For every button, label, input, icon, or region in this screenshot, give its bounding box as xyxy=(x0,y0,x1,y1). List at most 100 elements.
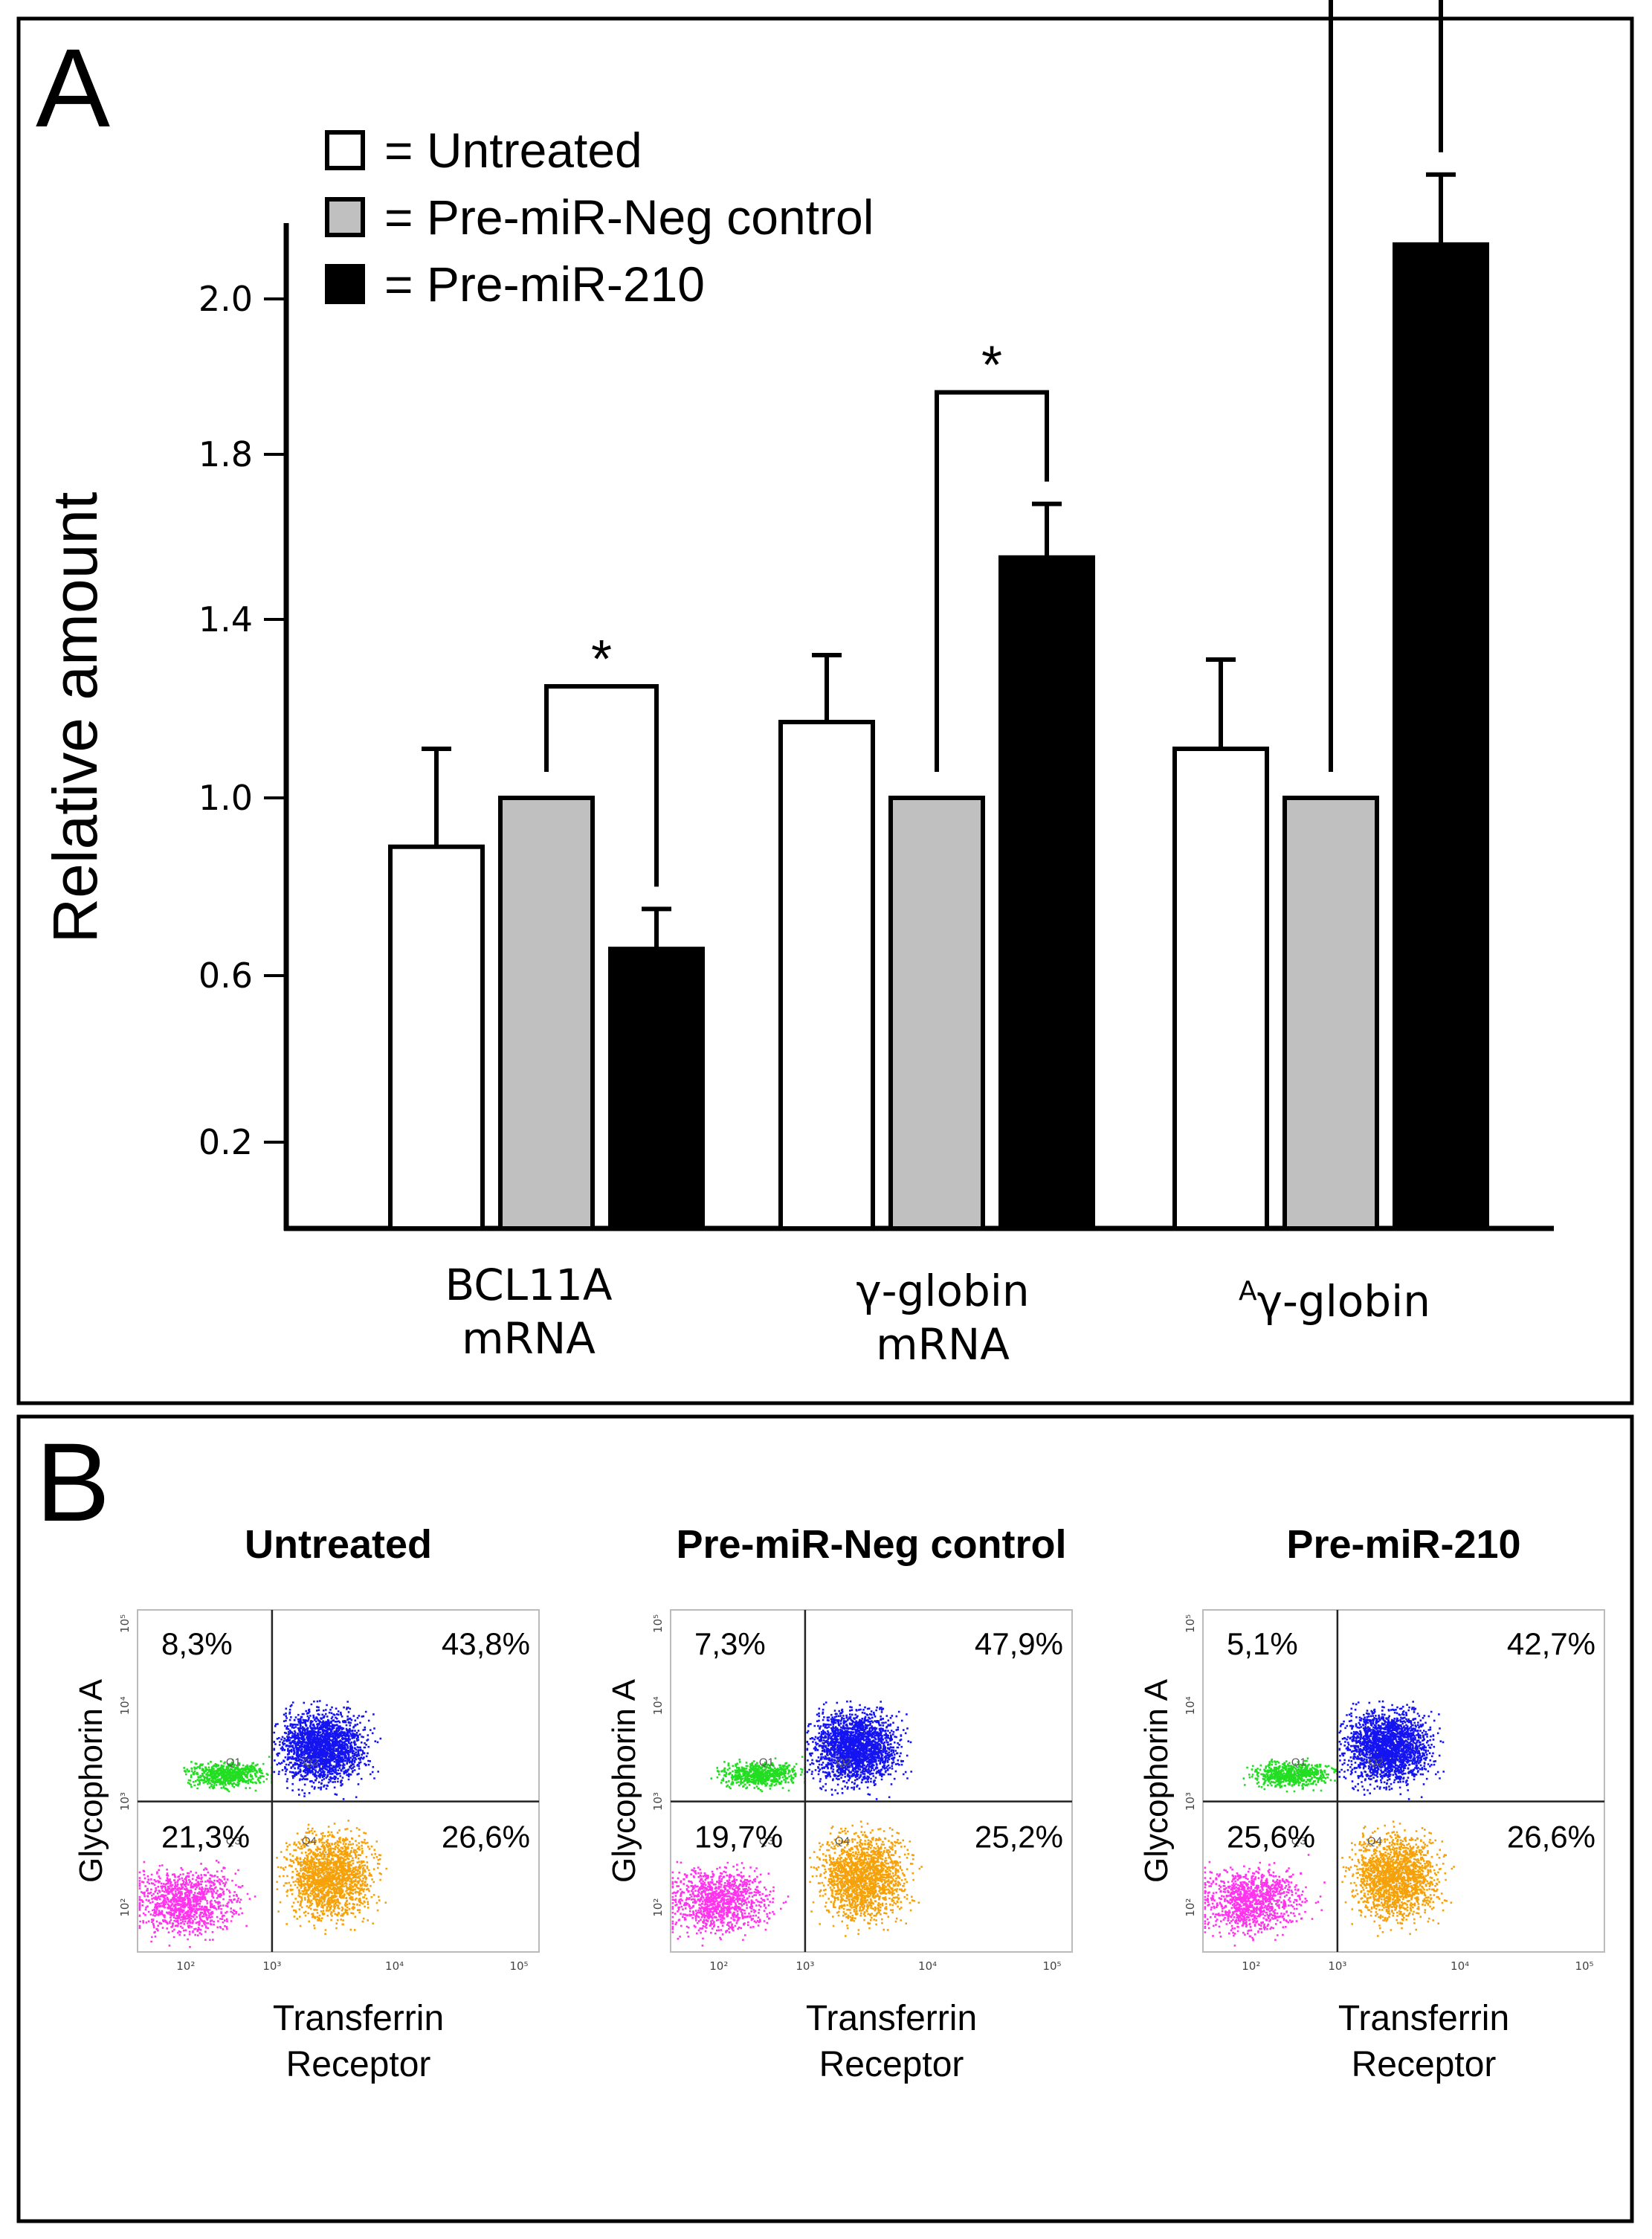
error-bars xyxy=(422,172,1456,950)
x-tick-label: 10⁵ xyxy=(1042,1959,1061,1973)
x-tick-label: 10⁵ xyxy=(509,1959,528,1973)
significance-brackets: **** xyxy=(544,0,1443,887)
gate-label-q1: Q1 xyxy=(226,1756,241,1769)
flow-x-axis-label-line1: Transferrin xyxy=(806,1999,977,2038)
flow-dots xyxy=(138,1700,388,1948)
gate-label-q1: Q1 xyxy=(759,1756,774,1769)
flow-x-axis-label-line1: Transferrin xyxy=(273,1999,444,2038)
flow-plot-title: Pre-miR-210 xyxy=(1286,1522,1520,1567)
gate-label-q2: Q2 xyxy=(1369,1756,1384,1769)
quadrant-percent-q2: 42,7% xyxy=(1507,1626,1595,1661)
flow-x-axis-label-line2: Receptor xyxy=(819,2045,964,2084)
y-tick-0-2: 0.2 xyxy=(199,1122,286,1162)
gate-label-q2: Q2 xyxy=(303,1756,318,1769)
gate-label-q3: Q3 xyxy=(226,1835,241,1848)
flow-dots-q1 xyxy=(183,1756,273,1793)
x-tick-label: 10³ xyxy=(262,1959,281,1973)
flow-x-axis-label-line1: Transferrin xyxy=(1338,1999,1509,2038)
quadrant-percent-q4: 26,6% xyxy=(1507,1820,1595,1855)
quadrant-percent-q1: 5,1% xyxy=(1227,1626,1298,1661)
gate-label-q2: Q2 xyxy=(836,1756,851,1769)
quadrant-percent-q3: 19,7% xyxy=(694,1820,783,1855)
flow-dots-q4 xyxy=(1341,1820,1455,1937)
quadrant-percent-q2: 47,9% xyxy=(975,1626,1063,1661)
bar-pre-mir-neg-control-globin-mrna xyxy=(888,796,985,1231)
legend-label-untreated: = Untreated xyxy=(384,123,642,178)
bar-pre-mir-neg-control-bcl11a-mrna xyxy=(498,796,595,1231)
flow-dots-q2 xyxy=(806,1700,912,1800)
category-label-agamma: Aγ-globin xyxy=(1239,1276,1430,1327)
x-tick-label: 10² xyxy=(709,1959,728,1973)
y-tick-label: 10³ xyxy=(651,1792,665,1811)
x-tick-label: 10³ xyxy=(1328,1959,1346,1973)
y-tick-label: 10² xyxy=(651,1898,665,1917)
x-tick-label: 10² xyxy=(176,1959,195,1973)
significance-bracket-bcl11a-mrna: * xyxy=(544,630,659,887)
legend-swatch-neg-control xyxy=(325,197,365,237)
panel-b-label: B xyxy=(36,1420,110,1544)
flow-plot-untreated: Untreated Q1 Q2 Q3 Q4 8,3% 43,8% 21,3% 26,6% 10² 1… xyxy=(73,1522,540,2084)
panel-a-frame xyxy=(16,16,1634,1405)
category-label-gamma-line2: mRNA xyxy=(876,1319,1010,1370)
flow-dots xyxy=(1204,1700,1455,1947)
y-tick-2-0: 2.0 xyxy=(199,279,286,319)
y-tick-label: 10⁵ xyxy=(651,1614,665,1633)
y-tick-1-4: 1.4 xyxy=(199,599,286,640)
significance-label: * xyxy=(981,336,1002,396)
legend-label-mir210: = Pre-miR-210 xyxy=(384,257,705,312)
flow-dots-q4 xyxy=(809,1820,923,1937)
flow-dots-q1 xyxy=(710,1756,806,1793)
bracket-line xyxy=(935,390,1049,772)
category-label-bcl11a-line2: mRNA xyxy=(462,1313,596,1364)
significance-bracket-globin-mrna: * xyxy=(935,336,1049,772)
category-label-bcl11a-line1: BCL11A xyxy=(445,1260,612,1310)
bar-untreated-a-globin xyxy=(1172,747,1269,1231)
legend-swatch-mir210 xyxy=(325,264,365,304)
flow-plot-title: Pre-miR-Neg control xyxy=(676,1522,1066,1567)
quadrant-percent-q4: 26,6% xyxy=(442,1820,530,1855)
gate-label-q4: Q4 xyxy=(835,1835,850,1848)
flow-plot-title: Untreated xyxy=(245,1522,432,1567)
flow-dots-q3 xyxy=(671,1861,790,1947)
quadrant-percent-q2: 43,8% xyxy=(442,1626,530,1661)
flow-dots-q3 xyxy=(1204,1854,1326,1947)
flow-plot-pre-mir-210: Pre-miR-210 Q1 Q2 Q3 Q4 5,1% 42,7% 25,6% 26,6% 10… xyxy=(1138,1522,1605,2084)
flow-y-axis-label: Glycophorin A xyxy=(1138,1678,1175,1883)
flow-y-axis-label: Glycophorin A xyxy=(73,1678,109,1883)
y-tick-label: 1.4 xyxy=(199,599,253,640)
x-tick-label: 10³ xyxy=(796,1959,814,1973)
gate-label-q3: Q3 xyxy=(1291,1835,1306,1848)
bar-pre-mir-210-bcl11a-mrna xyxy=(608,947,705,1231)
quadrant-percent-q4: 25,2% xyxy=(975,1820,1063,1855)
flow-dots xyxy=(671,1700,923,1947)
significance-label: * xyxy=(591,630,612,689)
legend: = Untreated = Pre-miR-Neg control = Pre-… xyxy=(325,123,874,312)
y-ticks: 2.0 1.8 1.4 1.0 0.6 0.2 xyxy=(199,279,286,1162)
flow-dots-q2 xyxy=(1338,1700,1445,1800)
y-tick-label: 0.2 xyxy=(199,1122,253,1162)
bars xyxy=(388,242,1489,1231)
x-category-labels: BCL11A mRNA γ-globin mRNA Aγ-globin xyxy=(445,1260,1430,1370)
y-tick-0-6: 0.6 xyxy=(199,956,286,996)
bar-pre-mir-neg-control-a-globin xyxy=(1282,796,1379,1231)
y-tick-label: 10³ xyxy=(118,1792,132,1811)
y-tick-1-8: 1.8 xyxy=(199,434,286,474)
bar-pre-mir-210-a-globin xyxy=(1393,242,1489,1231)
y-tick-label: 1.0 xyxy=(199,778,253,818)
bar-untreated-bcl11a-mrna xyxy=(388,844,485,1231)
x-tick-label: 10⁵ xyxy=(1575,1959,1593,1973)
gate-label-q1: Q1 xyxy=(1291,1756,1306,1769)
category-label-agamma-main: γ-globin xyxy=(1257,1276,1430,1327)
flow-dots-q4 xyxy=(276,1820,388,1936)
y-tick-label: 1.8 xyxy=(199,434,253,474)
quadrant-percent-q1: 8,3% xyxy=(161,1626,233,1661)
bracket-line xyxy=(1329,0,1443,772)
y-tick-label: 10⁴ xyxy=(118,1696,132,1715)
y-tick-label: 10⁴ xyxy=(1184,1696,1197,1715)
quadrant-percent-q1: 7,3% xyxy=(694,1626,766,1661)
y-tick-label: 10² xyxy=(1184,1898,1197,1917)
y-tick-label: 10³ xyxy=(1184,1792,1197,1811)
gate-label-q4: Q4 xyxy=(1367,1835,1382,1848)
legend-swatch-untreated xyxy=(325,130,365,170)
flow-x-axis-label-line2: Receptor xyxy=(286,2045,431,2084)
